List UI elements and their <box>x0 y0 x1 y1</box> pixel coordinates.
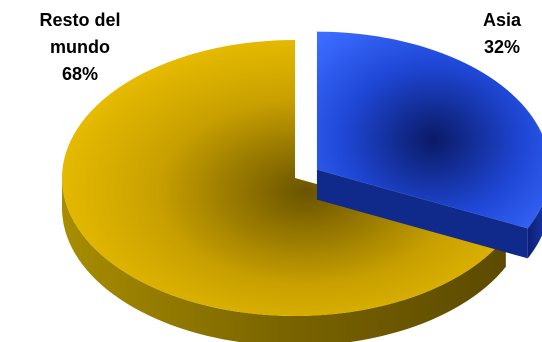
pie-slice-resto-del-mundo <box>62 39 506 342</box>
slice-label-asia: Asia <box>483 10 522 30</box>
slice-value-resto: 68% <box>62 64 98 84</box>
slice-label-resto-line2: mundo <box>50 37 110 57</box>
slice-top-asia <box>316 31 542 229</box>
slice-top-resto-del-mundo <box>62 39 506 316</box>
pie-slice-asia <box>316 31 542 259</box>
slice-side-asia <box>527 205 542 259</box>
slice-label-resto-line1: Resto del <box>39 10 120 30</box>
slice-cut-face-asia <box>316 169 528 259</box>
pie-slices <box>62 31 542 342</box>
slice-value-asia: 32% <box>484 37 520 57</box>
slice-side-resto-del-mundo <box>62 178 506 342</box>
